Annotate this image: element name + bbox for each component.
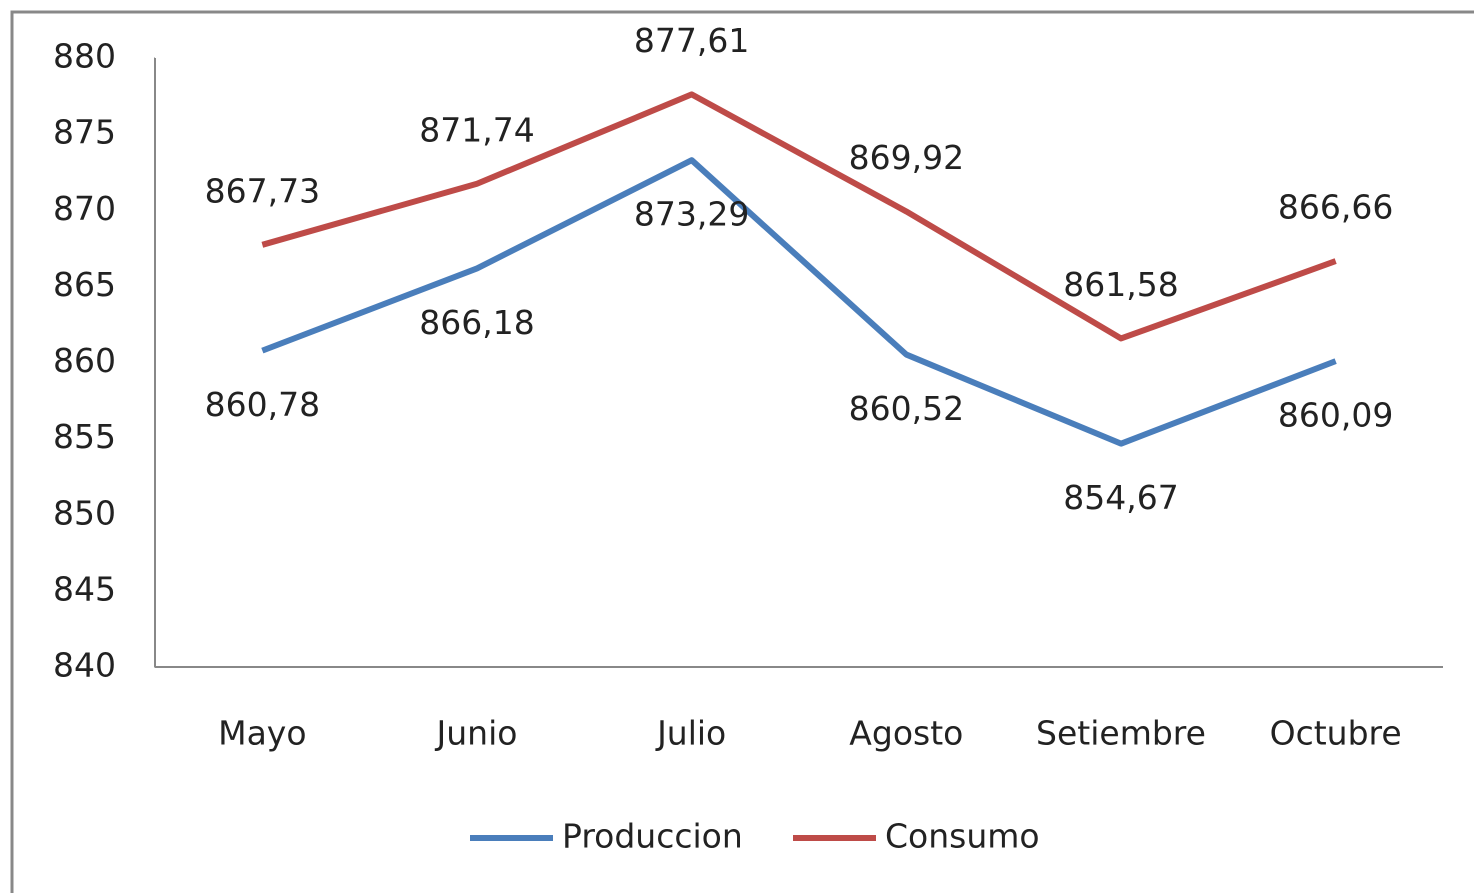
legend-label: Produccion bbox=[562, 817, 743, 856]
y-tick-label: 860 bbox=[53, 341, 116, 380]
chart-frame bbox=[10, 10, 1474, 893]
x-tick-label: Setiembre bbox=[1036, 714, 1206, 753]
x-tick-label: Octubre bbox=[1270, 714, 1402, 753]
data-label: 873,29 bbox=[634, 195, 749, 234]
y-tick-label: 850 bbox=[53, 493, 116, 532]
y-tick-label: 880 bbox=[53, 37, 116, 76]
x-tick-label: Junio bbox=[435, 714, 518, 753]
data-label: 871,74 bbox=[419, 110, 534, 149]
data-label: 867,73 bbox=[205, 171, 320, 210]
data-label: 860,52 bbox=[849, 389, 964, 428]
y-tick-label: 840 bbox=[53, 646, 116, 685]
data-label: 877,61 bbox=[634, 21, 749, 60]
y-tick-label: 855 bbox=[53, 417, 116, 456]
data-label: 866,18 bbox=[419, 303, 534, 342]
data-label: 854,67 bbox=[1063, 478, 1178, 517]
data-label: 861,58 bbox=[1063, 265, 1178, 304]
y-tick-label: 845 bbox=[53, 569, 116, 608]
series-line bbox=[261, 91, 1337, 342]
x-tick-label: Julio bbox=[655, 714, 726, 753]
series-line bbox=[261, 157, 1337, 447]
data-label: 860,09 bbox=[1278, 396, 1393, 435]
data-label: 869,92 bbox=[849, 138, 964, 177]
legend-label: Consumo bbox=[885, 817, 1040, 856]
x-tick-label: Agosto bbox=[849, 714, 963, 753]
data-label: 860,78 bbox=[205, 385, 320, 424]
x-tick-label: Mayo bbox=[218, 714, 306, 753]
data-label: 866,66 bbox=[1278, 188, 1393, 227]
y-tick-label: 875 bbox=[53, 113, 116, 152]
y-tick-label: 865 bbox=[53, 265, 116, 304]
y-tick-label: 870 bbox=[53, 189, 116, 228]
